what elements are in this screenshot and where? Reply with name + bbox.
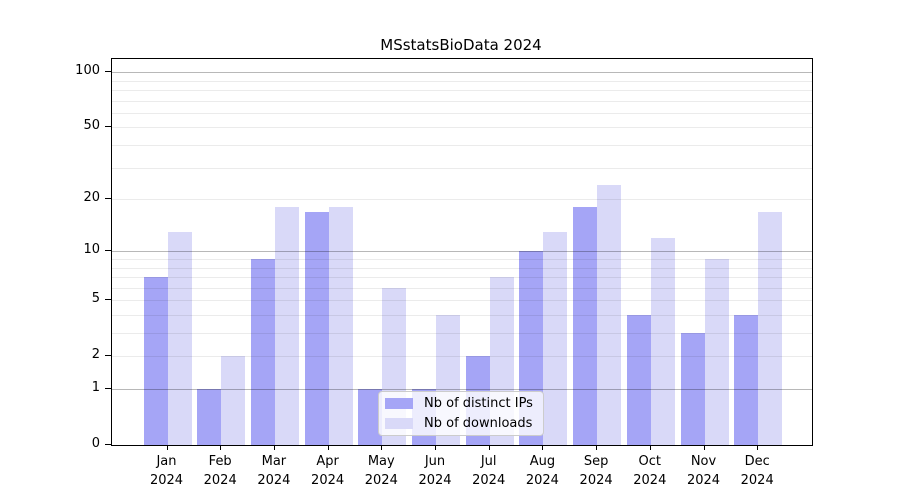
x-tick-mark [703,445,705,450]
bar-ips-jan [143,277,168,445]
x-tick-mark [166,445,168,450]
y-tick-label: 0 [91,436,100,451]
bar-downloads-sep [597,185,622,445]
x-tick-label-jan: Jan 2024 [149,454,184,488]
y-tick-mark [105,71,111,73]
x-tick-mark [327,445,329,450]
x-tick-label-sep: Sep 2024 [579,454,613,488]
gridline-minor [112,100,812,102]
y-tick-mark [105,198,111,200]
y-tick-label: 20 [83,190,100,206]
gridline-major [112,72,812,74]
gridline-major [112,389,812,390]
x-tick-label-may: May 2024 [364,454,398,488]
bar-downloads-feb [221,356,246,445]
y-tick-label: 10 [83,242,100,258]
gridline-major [112,251,812,253]
gridline-minor [112,259,812,260]
plot-area [111,58,813,446]
x-tick-mark [435,445,436,450]
x-tick-mark [273,445,275,450]
gridline-minor [112,333,812,334]
gridline-minor [112,356,812,358]
bar-ips-mar [250,259,275,445]
bar-downloads-mar [274,207,299,445]
y-tick-label: 1 [91,380,100,395]
bar-downloads-oct [650,237,675,445]
x-tick-mark [757,445,759,450]
x-tick-mark [220,445,222,450]
gridline-minor [112,300,812,302]
legend-item-distinct-ips: Nb of distinct IPs [379,396,543,411]
x-tick-label-nov: Nov 2024 [686,454,721,488]
bar-downloads-dec [758,211,783,445]
x-tick-label-apr: Apr 2024 [311,454,345,488]
x-tick-mark [488,445,490,450]
y-tick-mark [105,126,111,128]
x-tick-label-jul: Jul 2024 [472,454,506,488]
x-tick-label-mar: Mar 2024 [257,454,291,488]
y-tick-mark [105,355,111,357]
bar-downloads-nov [704,259,729,445]
y-tick-mark [105,388,111,389]
y-tick-label: 50 [83,118,100,134]
x-tick-mark [596,445,598,450]
x-tick-label-dec: Dec 2024 [740,454,774,488]
gridline-minor [112,145,812,147]
gridline-minor [112,167,812,169]
x-tick-mark [542,445,544,450]
bar-ips-feb [197,389,222,445]
y-tick-label: 2 [91,347,100,363]
x-tick-label-feb: Feb 2024 [203,454,237,488]
gridline-minor [112,287,812,289]
legend-label: Nb of distinct IPs [424,396,533,412]
y-tick-mark [105,444,111,445]
gridline-minor [112,315,812,316]
legend-item-downloads: Nb of downloads [379,416,543,431]
gridline-minor [112,127,812,129]
y-tick-label: 100 [75,63,100,79]
bar-ips-apr [304,211,329,445]
bar-ips-sep [573,207,598,445]
bar-downloads-aug [543,231,568,445]
legend-swatch-downloads [385,417,413,429]
chart-title: MSstatsBioData 2024 [380,36,542,54]
gridline-minor [112,267,812,269]
bar-ips-dec [734,315,759,445]
gridline-minor [112,113,812,114]
legend-label: Nb of downloads [424,415,533,431]
legend: Nb of distinct IPs Nb of downloads [378,391,544,436]
x-tick-label-jun: Jun 2024 [418,454,452,488]
x-tick-mark [381,445,383,450]
x-tick-label-oct: Oct 2024 [633,454,667,488]
legend-swatch-distinct-ips [385,398,413,410]
bar-downloads-jan [167,231,192,445]
x-tick-label-aug: Aug 2024 [525,454,559,488]
bar-ips-oct [626,315,651,445]
gridline-minor [112,90,812,92]
bar-downloads-apr [328,207,353,445]
gridline-minor [112,199,812,201]
gridline-minor [112,277,812,278]
x-tick-mark [649,445,651,450]
gridline-minor [112,80,812,82]
y-tick-mark [105,299,111,301]
y-tick-mark [105,250,111,252]
bar-ips-nov [680,333,705,445]
y-tick-label: 5 [91,291,100,307]
